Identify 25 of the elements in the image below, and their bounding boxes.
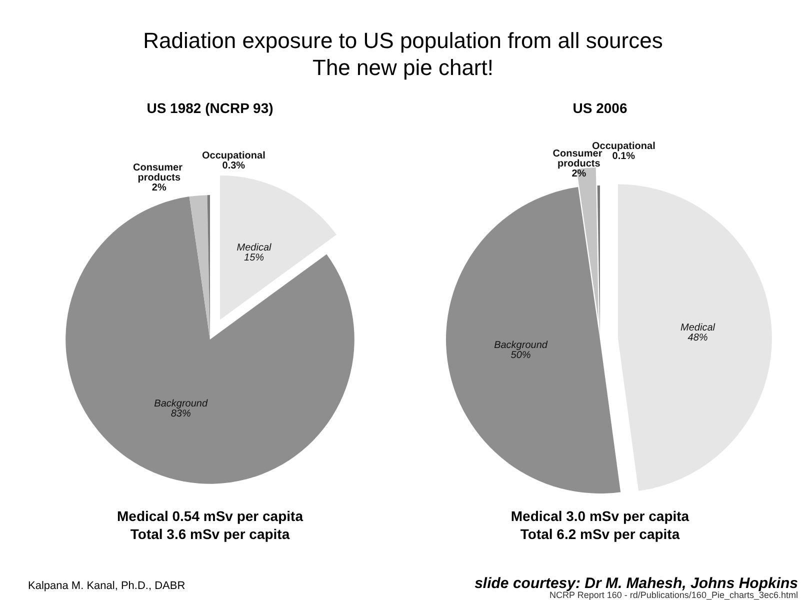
text: NCRP Report 160 - rd/Publications/160_Pie_charts_3ec6.html: [550, 590, 798, 600]
text: Medical 3.0 mSv per capita: [510, 508, 690, 524]
data-label: 48%: [688, 332, 708, 344]
slice-label: Medical: [236, 242, 272, 254]
slice-label: Consumer products: [133, 162, 186, 184]
data-label: 83%: [170, 408, 191, 420]
chart-title: US 1982 (NCRP 93): [146, 100, 274, 116]
text: slide courtesy: Dr M. Mahesh, Johns Hopkins: [474, 575, 798, 592]
chart-title: US 2006: [572, 100, 628, 116]
slice-label: Background: [494, 340, 548, 351]
text: Total 6.2 mSv per capita: [519, 526, 681, 542]
data-label: 15%: [244, 252, 264, 264]
slice-label: Medical: [680, 322, 716, 334]
data-label: 0.1%: [612, 150, 636, 162]
slice-label: Occupational: [202, 150, 266, 162]
text: The new pie chart!: [312, 55, 494, 81]
slice-label: Background: [154, 398, 208, 410]
text: Radiation exposure to US population from all sources: [142, 28, 664, 54]
text: Medical 0.54 mSv per capita: [116, 508, 304, 524]
data-label: 2%: [572, 168, 586, 180]
data-label: 2%: [152, 182, 166, 194]
text: Kalpana M. Kanal, Ph.D., DABR: [28, 580, 186, 592]
data-label: 0.3%: [222, 160, 246, 172]
text: Total 3.6 mSv per capita: [129, 526, 291, 542]
data-label: 50%: [510, 350, 531, 361]
